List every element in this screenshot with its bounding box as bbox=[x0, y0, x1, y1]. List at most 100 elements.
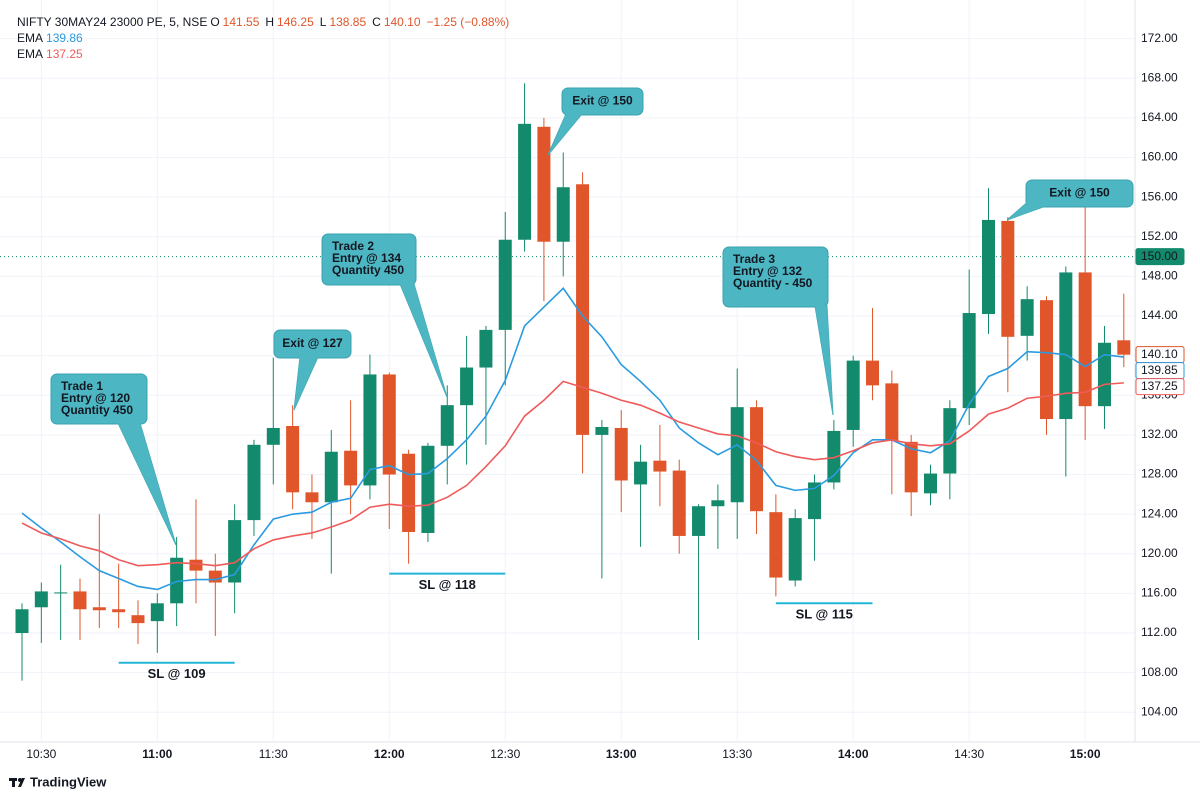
y-tick-label: 160.00 bbox=[1141, 150, 1178, 164]
candle-body bbox=[421, 445, 435, 533]
legend-name: EMA bbox=[17, 31, 44, 45]
candle-body bbox=[518, 123, 532, 240]
candle-body bbox=[808, 482, 822, 520]
candle-body bbox=[595, 426, 609, 435]
candle-body bbox=[866, 360, 880, 386]
candle-body bbox=[537, 126, 551, 242]
candle-body bbox=[1078, 272, 1092, 407]
branding: TradingView bbox=[30, 774, 107, 789]
x-tick-label: 10:30 bbox=[26, 747, 56, 761]
legend-name: EMA bbox=[17, 47, 44, 61]
callout: Exit @ 127 bbox=[273, 329, 352, 411]
y-tick-label: 120.00 bbox=[1141, 546, 1178, 560]
candle-body bbox=[363, 374, 377, 486]
y-tick-label: 132.00 bbox=[1141, 427, 1178, 441]
y-tick-label: 152.00 bbox=[1141, 229, 1178, 243]
x-tick-label: 12:00 bbox=[374, 747, 405, 761]
callout-text: Trade 2 bbox=[332, 239, 374, 253]
callout-pointer bbox=[815, 306, 833, 415]
price-tag: 140.10 bbox=[1135, 346, 1185, 364]
candle-body bbox=[34, 591, 48, 608]
candle-body bbox=[962, 313, 976, 409]
ohlc-key: O bbox=[210, 15, 220, 29]
candle-body bbox=[827, 430, 841, 483]
price-tag-label: 140.10 bbox=[1141, 347, 1178, 361]
candle-body bbox=[672, 470, 686, 536]
ohlc-value: 141.55 bbox=[222, 15, 260, 29]
callout-text: Quantity 450 bbox=[61, 403, 133, 417]
legend: NIFTY 30MAY24 23000 PE, 5, NSE O 141.55 H 14… bbox=[17, 14, 515, 62]
callout-pointer bbox=[118, 423, 176, 545]
callout-box bbox=[561, 87, 644, 116]
y-tick-label: 156.00 bbox=[1141, 189, 1178, 203]
candle-body bbox=[402, 453, 416, 532]
callout-box bbox=[722, 246, 829, 308]
legend-value: 137.25 bbox=[46, 47, 83, 61]
stop-loss-label: SL @ 115 bbox=[796, 607, 853, 622]
candle-body bbox=[788, 518, 802, 581]
candle-body bbox=[846, 360, 860, 430]
candle-body bbox=[92, 607, 106, 611]
callout-pointer bbox=[294, 357, 318, 410]
x-tick-label: 12:30 bbox=[490, 747, 520, 761]
candle-body bbox=[382, 374, 396, 475]
candle-body bbox=[556, 187, 570, 242]
candle-body bbox=[653, 460, 667, 472]
candle-body bbox=[576, 184, 590, 435]
x-tick-label: 11:00 bbox=[142, 747, 172, 761]
legend-row: EMA 137.25 bbox=[17, 46, 515, 62]
callout: Exit @ 150 bbox=[1006, 179, 1134, 221]
price-tag: 150.00 bbox=[1135, 248, 1185, 266]
x-tick-label: 11:30 bbox=[259, 747, 288, 761]
callout-pointer bbox=[548, 114, 582, 155]
y-tick-label: 128.00 bbox=[1141, 467, 1178, 481]
price-tag-label: 150.00 bbox=[1141, 249, 1178, 263]
change: −1.25 (−0.88%) bbox=[426, 15, 510, 29]
callout-box bbox=[1025, 179, 1134, 208]
price-tag-label: 139.85 bbox=[1141, 363, 1178, 377]
y-tick-label: 168.00 bbox=[1141, 70, 1178, 84]
y-tick-label: 148.00 bbox=[1141, 269, 1178, 283]
candle-body bbox=[479, 329, 493, 368]
y-tick-label: 116.00 bbox=[1141, 586, 1177, 600]
callout-pointer bbox=[1007, 200, 1046, 220]
candle-body bbox=[498, 239, 512, 330]
candle-body bbox=[730, 407, 744, 503]
candle-body bbox=[1001, 220, 1015, 337]
x-tick-label: 14:00 bbox=[838, 747, 869, 761]
candle-body bbox=[54, 592, 68, 594]
callout-text: Quantity 450 bbox=[332, 263, 404, 277]
candle-body bbox=[440, 405, 454, 446]
candle-body bbox=[692, 506, 706, 536]
callout-text: Quantity - 450 bbox=[733, 276, 813, 290]
y-tick-label: 124.00 bbox=[1141, 506, 1178, 520]
candle-body bbox=[344, 450, 358, 486]
callout-text: Exit @ 150 bbox=[572, 94, 633, 108]
candle-body bbox=[924, 473, 938, 494]
callout-text: Exit @ 150 bbox=[1049, 186, 1110, 200]
candle-body bbox=[904, 441, 918, 493]
candle-body bbox=[266, 427, 280, 445]
ema-line bbox=[21, 380, 1124, 567]
candle-body bbox=[1059, 272, 1073, 420]
candle-body bbox=[247, 444, 261, 521]
callout-text: Entry @ 134 bbox=[332, 251, 401, 265]
candle-body bbox=[286, 425, 300, 493]
ohlc-key: H bbox=[265, 15, 275, 29]
candle-body bbox=[769, 512, 783, 578]
y-tick-label: 108.00 bbox=[1141, 665, 1178, 679]
legend-value: 139.86 bbox=[46, 31, 83, 45]
callout: Exit @ 150 bbox=[547, 87, 644, 156]
x-tick-label: 14:30 bbox=[954, 747, 984, 761]
callout-text: Exit @ 127 bbox=[282, 336, 343, 350]
stop-loss-label: SL @ 118 bbox=[419, 577, 476, 592]
title: NIFTY 30MAY24 23000 PE, 5, NSE bbox=[17, 15, 208, 29]
callout-text: Trade 1 bbox=[61, 379, 103, 393]
price-tag: 137.25 bbox=[1135, 378, 1185, 396]
price-tag-box bbox=[1135, 378, 1185, 396]
candle-body bbox=[1020, 299, 1034, 336]
